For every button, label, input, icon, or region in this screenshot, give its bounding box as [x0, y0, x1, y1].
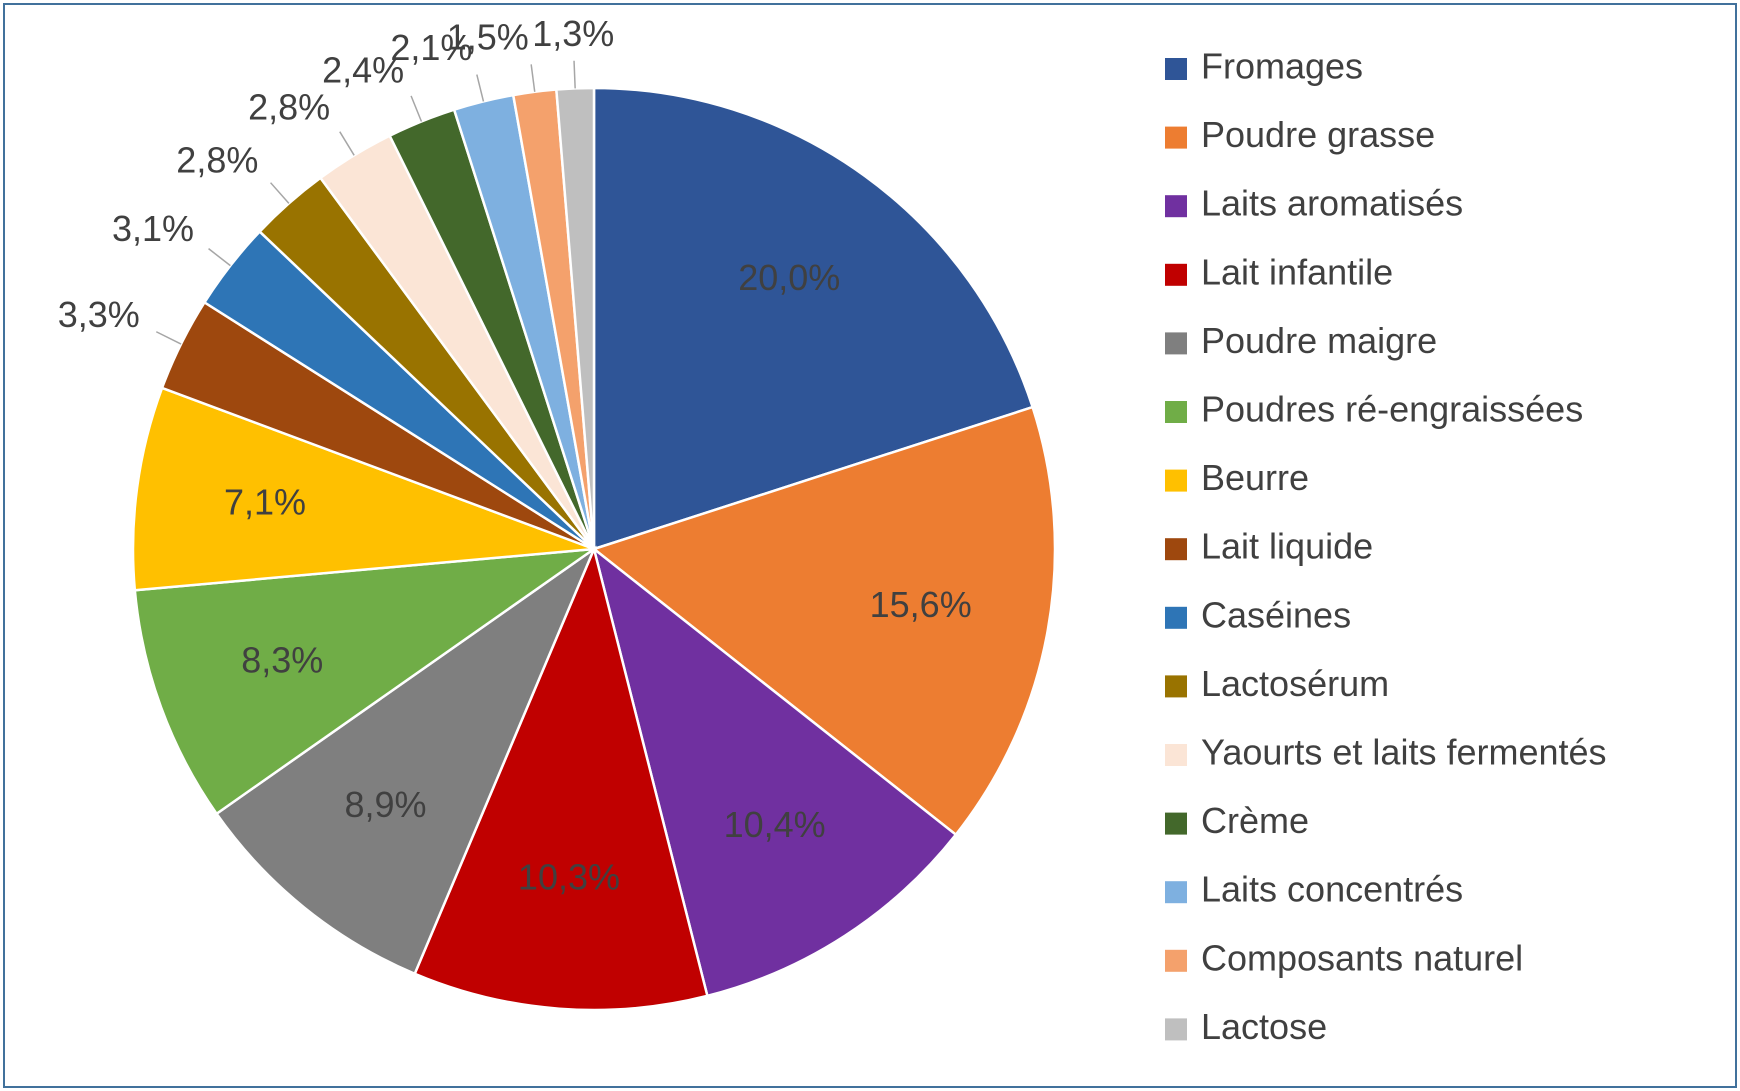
legend-label: Beurre	[1201, 457, 1309, 498]
legend-swatch	[1165, 881, 1187, 904]
legend-swatch	[1165, 606, 1187, 629]
legend-swatch	[1165, 195, 1187, 218]
pie-slice	[133, 547, 599, 816]
leader-line	[476, 74, 485, 102]
legend-swatch	[1165, 1018, 1187, 1041]
legend-swatch	[1165, 332, 1187, 355]
legend-label: Fromages	[1201, 46, 1363, 87]
data-label: 1,5%	[447, 17, 529, 58]
legend-label: Lait liquide	[1201, 526, 1373, 567]
data-label: 3,1%	[112, 208, 194, 249]
data-label: 1,3%	[532, 13, 614, 54]
pie-slice	[413, 545, 709, 1012]
leader-line	[155, 331, 182, 345]
pie-slice	[591, 405, 1057, 837]
leader-line	[410, 95, 423, 122]
legend-label: Laits aromatisés	[1201, 183, 1463, 224]
data-label: 10,4%	[724, 804, 826, 845]
data-label: 2,8%	[248, 86, 330, 127]
legend-swatch	[1165, 263, 1187, 286]
legend-swatch	[1165, 58, 1187, 80]
pie-slice	[592, 86, 1035, 551]
legend-label: Poudre grasse	[1201, 114, 1435, 155]
legend-label: Caséines	[1201, 594, 1351, 635]
legend-swatch	[1165, 469, 1187, 492]
legend-swatch	[1165, 401, 1187, 423]
data-label: 2,1%	[390, 27, 472, 68]
legend-swatch	[1165, 744, 1187, 766]
leader-line	[208, 248, 231, 267]
legend-label: Poudres ré-engraissées	[1201, 389, 1583, 430]
data-label: 20,0%	[738, 257, 840, 298]
legend-label: Poudre maigre	[1201, 320, 1437, 361]
leader-line	[339, 131, 355, 156]
pie-slice	[214, 545, 597, 976]
legend-swatch	[1165, 812, 1187, 835]
legend-label: Crème	[1201, 800, 1309, 841]
leader-line	[270, 182, 290, 204]
pie-slice	[131, 386, 595, 592]
legend-label: Yaourts et laits fermentés	[1201, 732, 1607, 773]
legend-label: Lactosérum	[1201, 663, 1389, 704]
data-label: 2,8%	[176, 139, 258, 180]
data-label: 15,6%	[870, 584, 972, 625]
legend-label: Lactose	[1201, 1006, 1327, 1047]
legend-swatch	[1165, 675, 1187, 698]
legend-swatch	[1165, 949, 1187, 972]
data-label: 8,3%	[241, 640, 323, 681]
data-label: 10,3%	[518, 856, 620, 897]
data-label: 8,9%	[344, 784, 426, 825]
legend-swatch	[1165, 538, 1187, 561]
legend-label: Composants naturel	[1201, 937, 1523, 978]
leader-line	[573, 60, 576, 89]
data-label: 7,1%	[224, 481, 306, 522]
legend-label: Lait infantile	[1201, 251, 1393, 292]
pie-slice	[591, 545, 958, 998]
legend-label: Laits concentrés	[1201, 869, 1463, 910]
leader-line	[530, 64, 536, 92]
data-label: 2,4%	[322, 49, 404, 90]
legend-swatch	[1165, 126, 1187, 149]
data-label: 3,3%	[58, 294, 140, 335]
